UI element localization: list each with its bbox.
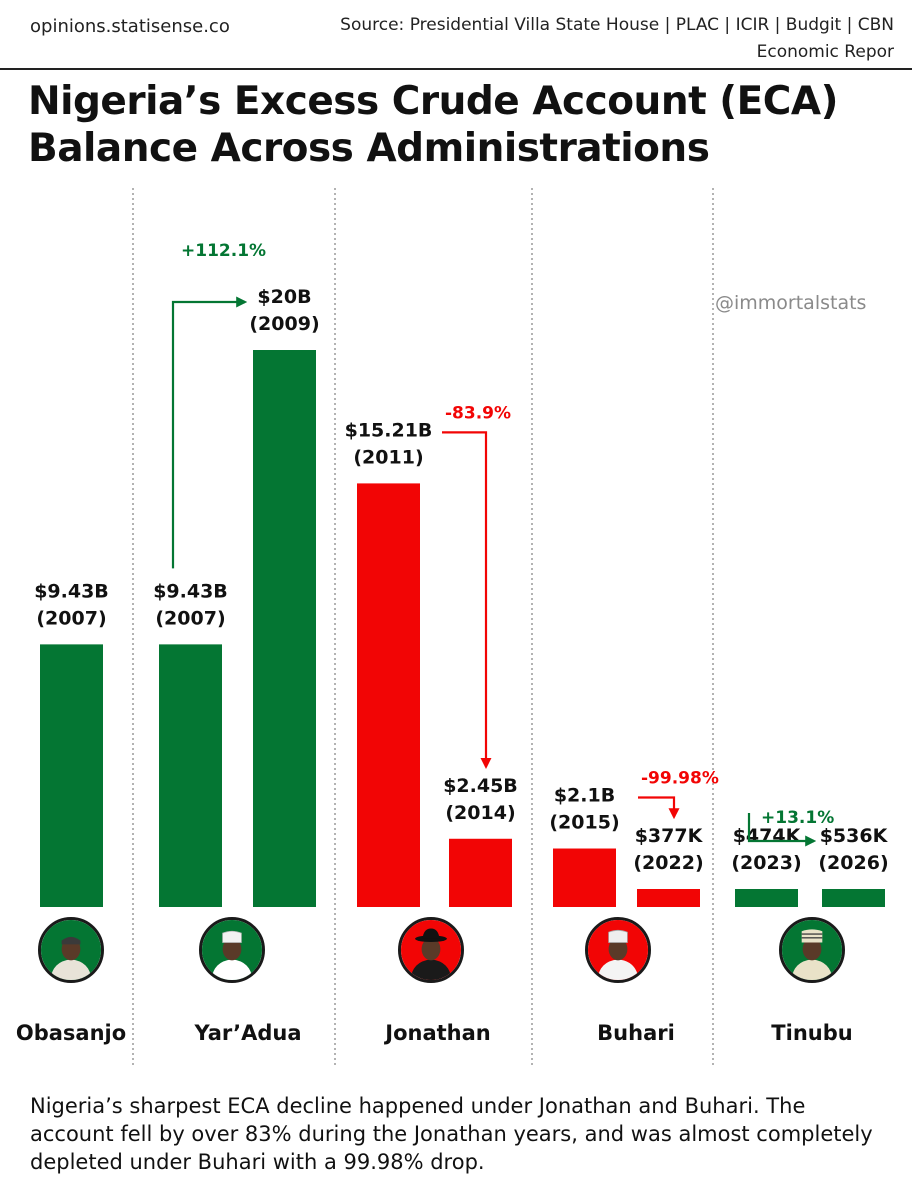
president-name-buhari: Buhari <box>597 1021 675 1045</box>
bar-year-label: (2007) <box>155 607 225 629</box>
president-name-yaradua: Yar’Adua <box>194 1021 302 1045</box>
portrait-drawing <box>41 920 101 980</box>
bar-jonathan-2011 <box>357 483 420 907</box>
portrait-obasanjo-icon <box>38 917 104 983</box>
chart-title: Nigeria’s Excess Crude Account (ECA) Bal… <box>28 78 898 172</box>
bar-year-label: (2022) <box>633 852 703 874</box>
president-name-obasanjo: Obasanjo <box>15 1021 127 1045</box>
portrait-yaradua-icon <box>199 917 265 983</box>
change-arrow-down <box>442 431 492 769</box>
president-name-tinubu: Tinubu <box>771 1021 853 1045</box>
site-url: opinions.statisense.co <box>30 16 230 37</box>
president-name-jonathan: Jonathan <box>385 1021 491 1045</box>
watermark-handle: @immortalstats <box>715 292 867 314</box>
bar-yaradua-2007 <box>159 644 222 907</box>
change-label: -83.9% <box>445 403 511 423</box>
header-divider <box>0 68 912 70</box>
bar-value-label: $9.43B <box>34 580 109 602</box>
change-label: +13.1% <box>761 808 834 828</box>
bar-year-label: (2023) <box>731 852 801 874</box>
portrait-drawing <box>401 920 461 980</box>
bar-year-label: (2015) <box>549 812 619 834</box>
change-arrow-up <box>171 296 248 569</box>
portrait-drawing <box>202 920 262 980</box>
bar-value-label: $20B <box>257 286 311 308</box>
bar-year-label: (2014) <box>445 802 515 824</box>
change-label: +112.1% <box>181 241 266 261</box>
bar-year-label: (2007) <box>36 607 106 629</box>
bar-value-label: $474K <box>733 825 802 847</box>
bar-value-label: $2.45B <box>443 775 518 797</box>
change-label: -99.98% <box>641 769 719 789</box>
bar-value-label: $536K <box>820 825 889 847</box>
bar-obasanjo-2007 <box>40 644 103 907</box>
bar-buhari-2022 <box>637 889 700 907</box>
bar-yaradua-2009 <box>253 350 316 907</box>
footer-summary: Nigeria’s sharpest ECA decline happened … <box>30 1094 873 1174</box>
portrait-jonathan-icon <box>398 917 464 983</box>
bar-jonathan-2014 <box>449 838 512 907</box>
chart-title-line-1: Nigeria’s Excess Crude Account (ECA) <box>28 79 838 124</box>
bar-value-label: $377K <box>635 825 704 847</box>
bar-value-label: $9.43B <box>153 580 228 602</box>
bar-tinubu-2026 <box>822 889 885 907</box>
change-arrow-down <box>638 796 680 820</box>
portrait-tinubu-icon <box>779 917 845 983</box>
change-arrow-up <box>747 813 817 847</box>
portrait-buhari-icon <box>585 917 651 983</box>
portrait-drawing <box>588 920 648 980</box>
bar-buhari-2015 <box>553 848 616 907</box>
source-note: Source: Presidential Villa State House |… <box>340 15 894 62</box>
bar-value-label: $15.21B <box>345 419 433 441</box>
bar-year-label: (2011) <box>353 446 423 468</box>
chart-title-line-2: Balance Across Administrations <box>28 126 710 171</box>
bar-year-label: (2026) <box>818 852 888 874</box>
bar-tinubu-2023 <box>735 889 798 907</box>
bar-value-label: $2.1B <box>554 785 615 807</box>
bar-year-label: (2009) <box>249 313 319 335</box>
portrait-drawing <box>782 920 842 980</box>
